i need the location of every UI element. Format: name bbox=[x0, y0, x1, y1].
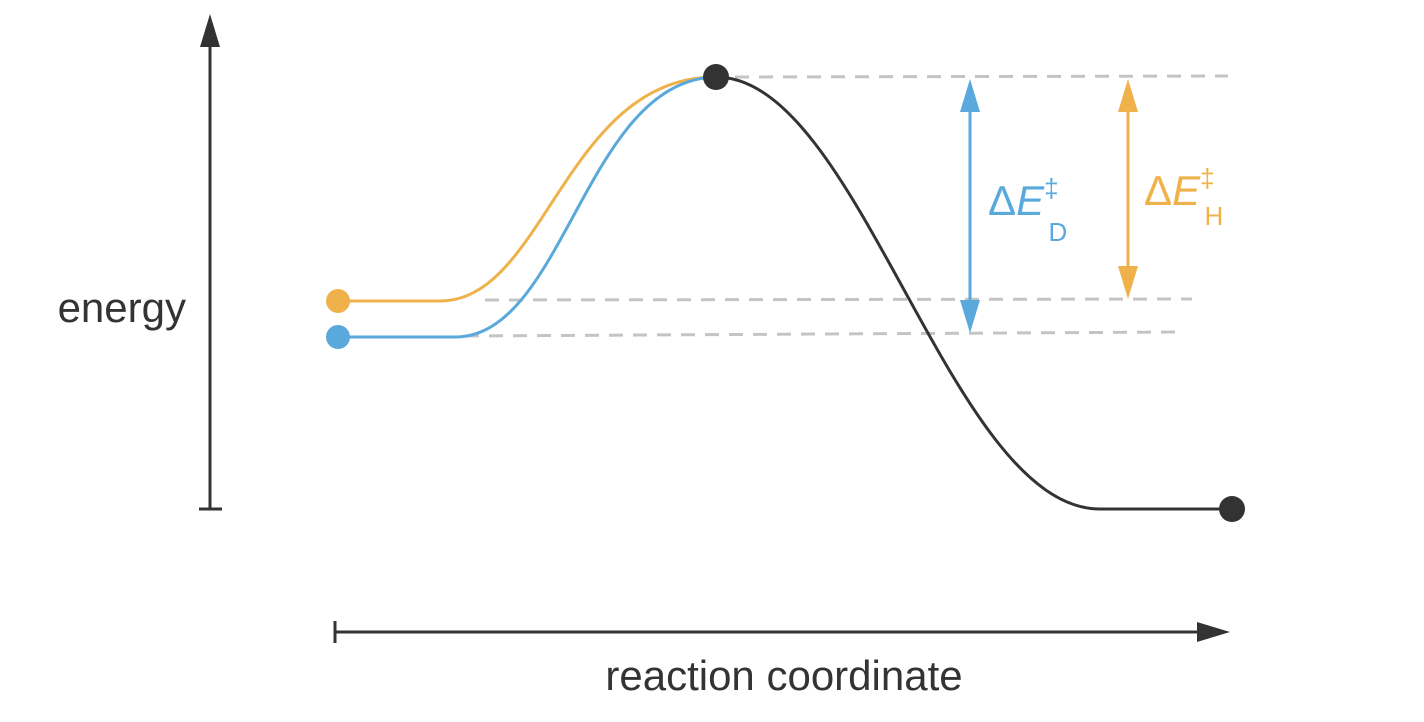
h-reactant-dot bbox=[326, 289, 350, 313]
d-arrowhead-bottom bbox=[960, 300, 980, 333]
d-barrier-label: ΔE‡ D bbox=[988, 173, 1067, 247]
h-barrier-label: ΔE‡ H bbox=[1144, 163, 1223, 231]
y-axis-label: energy bbox=[58, 284, 186, 331]
d-curve bbox=[338, 75, 717, 339]
h-level bbox=[484, 297, 1193, 302]
subscript: H bbox=[1205, 201, 1224, 231]
d-level bbox=[464, 330, 1184, 338]
h-arrowhead-bottom bbox=[1118, 266, 1138, 299]
h-curve bbox=[338, 75, 717, 303]
transition-state-dot bbox=[703, 64, 729, 90]
product-curve bbox=[715, 75, 1232, 511]
variable: E bbox=[1016, 177, 1045, 224]
product-dot bbox=[1219, 496, 1245, 522]
h-arrowhead-top bbox=[1118, 79, 1138, 112]
superscript: ‡ bbox=[1200, 163, 1214, 193]
x-axis-arrowhead bbox=[1197, 622, 1230, 642]
transition-level bbox=[734, 74, 1229, 79]
superscript: ‡ bbox=[1044, 173, 1058, 203]
d-reactant-dot bbox=[326, 325, 350, 349]
level-lines bbox=[464, 74, 1229, 338]
delta: Δ bbox=[988, 177, 1016, 224]
delta: Δ bbox=[1144, 167, 1172, 214]
y-axis-arrowhead bbox=[200, 14, 220, 47]
d-arrowhead-top bbox=[960, 79, 980, 112]
variable: E bbox=[1172, 167, 1201, 214]
x-axis-label: reaction coordinate bbox=[605, 652, 962, 699]
subscript: D bbox=[1049, 217, 1068, 247]
